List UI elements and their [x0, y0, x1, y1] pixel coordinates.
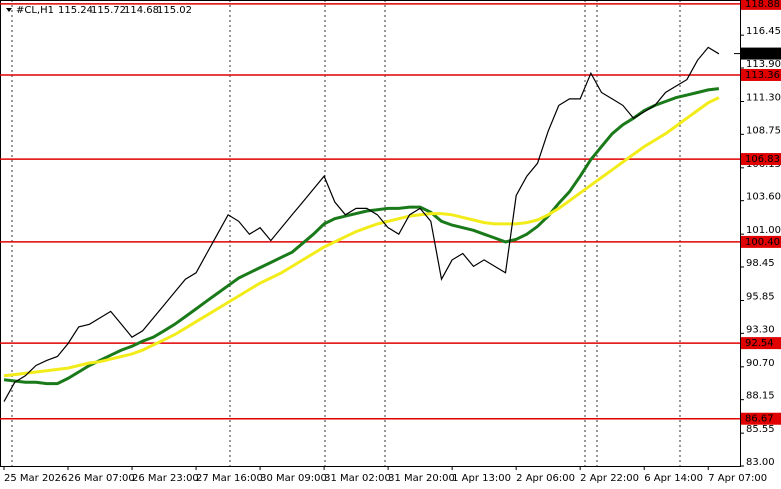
ohlc-value: 114.68 [124, 5, 159, 16]
x-tick-label: 30 Mar 09:00 [260, 473, 327, 484]
x-tick-label: 26 Mar 23:00 [132, 473, 199, 484]
y-tick-label: 90.70 [746, 358, 775, 369]
level-label: 106.83 [745, 154, 780, 165]
y-tick-label: 111.30 [746, 92, 781, 103]
moving-average [3, 87, 720, 386]
level-label: 113.36 [745, 70, 780, 81]
y-tick-label: 83.00 [746, 457, 775, 468]
x-tick-label: 27 Mar 16:00 [196, 473, 263, 484]
x-tick-label: 25 Mar 2026 [4, 473, 67, 484]
x-tick-label: 7 Apr 07:00 [708, 473, 767, 484]
level-box [741, 412, 781, 425]
y-tick-label: 98.45 [746, 258, 775, 269]
y-tick-label: 116.45 [746, 26, 781, 37]
y-tick-label: 108.75 [746, 125, 781, 136]
header: #CL,H1 [6, 5, 54, 16]
x-tick-label: 1 Apr 13:00 [452, 473, 511, 484]
level-box [741, 235, 781, 248]
level-label: 100.40 [745, 237, 780, 248]
level-box [741, 68, 781, 81]
y-tick-label: 101.00 [746, 225, 781, 236]
y-tick-label: 88.15 [746, 391, 775, 402]
price-line [3, 46, 720, 402]
last-price-box [741, 47, 781, 60]
x-tick-label: 2 Apr 22:00 [580, 473, 639, 484]
ohlc-value: 115.72 [91, 5, 126, 16]
level-box [741, 0, 781, 10]
x-tick-label: 31 Mar 20:00 [388, 473, 455, 484]
y-tick-label: 113.90 [746, 59, 781, 70]
x-tick-label: 6 Apr 14:00 [644, 473, 703, 484]
y-tick-label: 93.30 [746, 324, 775, 335]
level-label: 86.67 [745, 414, 774, 425]
ohlc-value: 115.24 [58, 5, 93, 16]
symbol: #CL,H1 [16, 5, 54, 16]
plot-frame [0, 0, 741, 467]
y-tick-label: 95.85 [746, 291, 775, 302]
moving-average [3, 96, 720, 378]
y-tick-label: 103.60 [746, 192, 781, 203]
ohlc-value: 115.02 [157, 5, 192, 16]
last-price-label: 115.02 [745, 49, 780, 60]
header-arrow [6, 8, 12, 12]
level-box [741, 337, 781, 350]
level-box [741, 153, 781, 166]
y-tick-label: 85.55 [746, 424, 775, 435]
x-tick-label: 26 Mar 07:00 [68, 473, 135, 484]
x-tick-label: 31 Mar 02:00 [324, 473, 391, 484]
level-label: 92.54 [745, 338, 774, 349]
level-label: 118.88 [745, 0, 780, 10]
x-tick-label: 2 Apr 06:00 [516, 473, 575, 484]
